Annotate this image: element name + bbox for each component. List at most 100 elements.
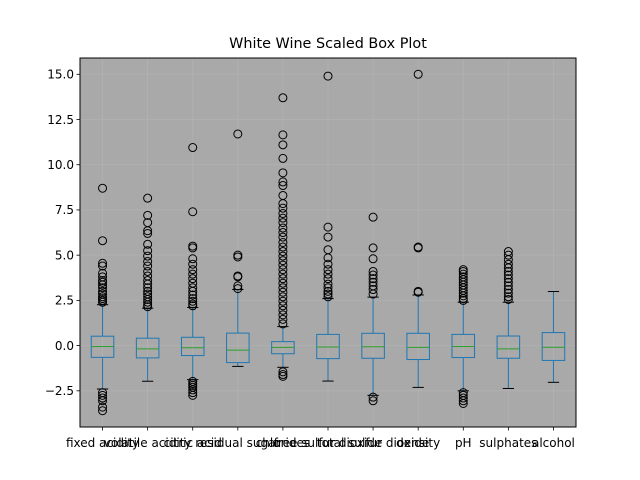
outlier-point bbox=[368, 243, 378, 253]
outlier-point bbox=[143, 228, 153, 238]
outlier-point bbox=[143, 275, 153, 285]
outlier-point bbox=[503, 263, 513, 273]
outlier-point bbox=[188, 143, 198, 153]
outlier-point bbox=[458, 291, 468, 301]
outlier-point bbox=[188, 376, 198, 386]
outlier-point bbox=[98, 268, 108, 278]
outlier-point bbox=[368, 254, 378, 264]
outlier-point bbox=[323, 274, 333, 284]
outlier-point bbox=[98, 261, 108, 271]
outlier-point bbox=[98, 390, 108, 400]
outlier-point bbox=[188, 259, 198, 269]
outlier-point bbox=[188, 296, 198, 306]
outlier-point bbox=[98, 393, 108, 403]
outlier-point bbox=[503, 277, 513, 287]
outlier-point bbox=[233, 252, 243, 262]
outlier-point bbox=[278, 310, 288, 320]
outlier-point bbox=[323, 292, 333, 302]
x-tick-label: pH bbox=[455, 436, 472, 450]
outlier-point bbox=[503, 270, 513, 280]
outlier-point bbox=[233, 281, 243, 291]
outlier-point bbox=[143, 210, 153, 220]
outlier-point bbox=[413, 287, 423, 297]
outlier-point bbox=[98, 236, 108, 246]
outlier-point bbox=[98, 280, 108, 290]
outlier-point bbox=[143, 266, 153, 276]
box-iqr bbox=[180, 336, 205, 357]
outlier-point bbox=[278, 140, 288, 150]
outlier-point bbox=[323, 232, 333, 242]
outlier-point bbox=[278, 256, 288, 266]
y-tick-label: 0.0 bbox=[55, 339, 74, 353]
outlier-point bbox=[278, 218, 288, 228]
outlier-point bbox=[278, 213, 288, 223]
x-tick-label: volatile acidity bbox=[104, 436, 192, 450]
outlier-point bbox=[503, 266, 513, 276]
outlier-point bbox=[143, 251, 153, 261]
outlier-point bbox=[503, 288, 513, 298]
outlier-point bbox=[143, 283, 153, 293]
outlier-point bbox=[278, 367, 288, 377]
outlier-point bbox=[368, 277, 378, 287]
box-iqr bbox=[135, 337, 160, 359]
outlier-point bbox=[188, 388, 198, 398]
outlier-point bbox=[233, 284, 243, 294]
outlier-point bbox=[323, 283, 333, 293]
box-group bbox=[451, 265, 476, 408]
outlier-point bbox=[188, 243, 198, 253]
x-tick-label: sulphates bbox=[479, 436, 537, 450]
y-tick-label: 5.0 bbox=[55, 248, 74, 262]
outlier-point bbox=[278, 319, 288, 329]
outlier-point bbox=[188, 265, 198, 275]
x-tick-label: chlorides bbox=[256, 436, 310, 450]
outlier-point bbox=[323, 222, 333, 232]
outlier-point bbox=[98, 286, 108, 296]
outlier-point bbox=[278, 269, 288, 279]
box-iqr bbox=[361, 332, 385, 359]
x-tick-label: density bbox=[396, 436, 440, 450]
outlier-point bbox=[188, 207, 198, 217]
outlier-point bbox=[278, 181, 288, 191]
outlier-point bbox=[278, 371, 288, 381]
outlier-point bbox=[143, 246, 153, 256]
y-tick-label: 12.5 bbox=[47, 113, 74, 127]
y-tick-label: 10.0 bbox=[47, 158, 74, 172]
outlier-point bbox=[368, 212, 378, 222]
box-group bbox=[180, 143, 205, 400]
outlier-point bbox=[143, 294, 153, 304]
outlier-point bbox=[233, 129, 243, 139]
outlier-point bbox=[278, 93, 288, 103]
outlier-point bbox=[323, 253, 333, 263]
outlier-point bbox=[188, 286, 198, 296]
outlier-point bbox=[188, 301, 198, 311]
outlier-point bbox=[323, 269, 333, 279]
box-group bbox=[135, 193, 160, 382]
box-group bbox=[90, 183, 115, 416]
outlier-point bbox=[143, 256, 153, 266]
outlier-point bbox=[278, 238, 288, 247]
outlier-point bbox=[278, 228, 288, 238]
y-tick-label: 7.5 bbox=[55, 203, 74, 217]
outlier-point bbox=[188, 283, 198, 293]
outlier-point bbox=[368, 396, 378, 406]
outlier-point bbox=[98, 402, 108, 412]
box-group bbox=[271, 93, 295, 381]
outlier-point bbox=[143, 239, 153, 249]
chart-title: White Wine Scaled Box Plot bbox=[229, 36, 427, 52]
outlier-point bbox=[368, 270, 378, 280]
boxes-layer bbox=[90, 69, 566, 416]
outlier-point bbox=[233, 272, 243, 282]
outlier-point bbox=[278, 296, 288, 306]
outlier-point bbox=[188, 390, 198, 400]
outlier-point bbox=[278, 130, 288, 140]
outlier-point bbox=[368, 274, 378, 284]
outlier-point bbox=[458, 393, 468, 403]
box-group bbox=[226, 129, 250, 367]
box-group bbox=[316, 71, 340, 382]
outlier-point bbox=[503, 285, 513, 295]
outlier-point bbox=[278, 260, 288, 270]
outlier-point bbox=[278, 223, 288, 233]
outlier-point bbox=[188, 290, 198, 300]
outlier-point bbox=[278, 265, 288, 275]
